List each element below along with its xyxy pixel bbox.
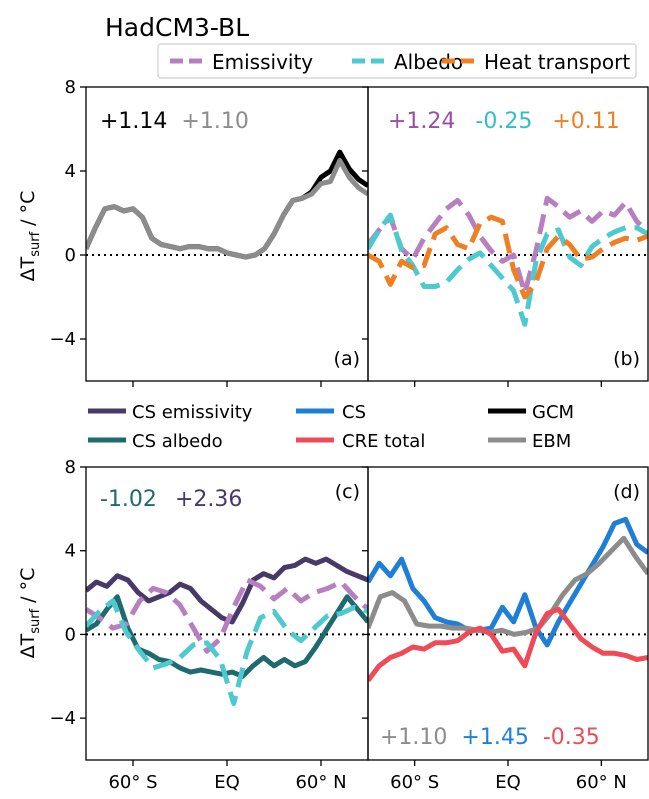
- legend-label-ebm: EBM: [532, 431, 571, 452]
- legend-label-cs-albedo: CS albedo: [132, 431, 223, 452]
- y-tick-label: 0: [65, 624, 76, 645]
- x-tick-label: 60° N: [576, 772, 627, 793]
- legend-label-cs-emissivity: CS emissivity: [132, 402, 253, 423]
- series-emissivity: [368, 195, 648, 296]
- x-tick-label: EQ: [495, 772, 521, 793]
- series-group: [368, 516, 648, 683]
- y-axis-label: ΔTsurf / °C: [17, 191, 43, 282]
- series-group: [368, 195, 648, 327]
- annotation-value: -1.02: [100, 487, 157, 512]
- y-tick-label: −4: [49, 329, 76, 350]
- series-cre-total: [368, 606, 648, 683]
- legend-label-heat-transport: Heat transport: [484, 50, 630, 74]
- legend-entry-cs-emissivity: CS emissivity: [88, 402, 253, 423]
- legend-entry-cre-total: CRE total: [296, 431, 425, 452]
- annotation-value: -0.35: [543, 725, 600, 750]
- y-axis-label: ΔTsurf / °C: [17, 568, 43, 659]
- legend-entry-emissivity: Emissivity: [170, 50, 313, 74]
- series-group: [86, 149, 368, 260]
- panel-a: 8 4 0 −4 (a) +1.14 +1.10: [49, 77, 369, 387]
- series-group: [86, 556, 368, 706]
- legend-top: Emissivity Albedo Heat transport: [157, 43, 637, 79]
- panel-c: 8 4 0 −4 60° S EQ 60° N (c) -1.02 +2.36: [49, 457, 369, 793]
- annotation-value: +0.11: [552, 109, 619, 134]
- series-albedo: [368, 212, 648, 327]
- annotation-value: +1.10: [181, 109, 248, 134]
- annotation-a: +1.14 +1.10: [100, 109, 249, 134]
- y-tick-label: 8: [65, 457, 76, 478]
- series-albedo: [86, 598, 368, 706]
- legend-label-cs: CS: [342, 402, 366, 423]
- legend-mid: CS emissivity CS albedo CS CRE total GCM…: [88, 402, 574, 452]
- y-tick-label: 0: [65, 245, 76, 266]
- x-tick-label: 60° S: [108, 772, 157, 793]
- series-emissivity: [86, 577, 368, 654]
- x-tick-label: 60° S: [390, 772, 439, 793]
- legend-entry-heat-transport: Heat transport: [442, 50, 630, 74]
- panel-label-d: (d): [613, 481, 640, 503]
- panel-label-b: (b): [613, 348, 640, 370]
- series-heat-transport: [368, 214, 648, 300]
- figure-title: HadCM3-BL: [105, 13, 249, 42]
- annotation-value: +1.14: [100, 109, 167, 134]
- y-tick-label: 8: [65, 77, 76, 98]
- legend-top-frame: [157, 43, 637, 79]
- annotation-value: +1.45: [461, 725, 528, 750]
- series-ebm: [368, 535, 648, 637]
- panel-d: 60° S EQ 60° N (d) +1.10 +1.45 -0.35: [362, 466, 649, 793]
- series-gcm: [86, 149, 368, 260]
- legend-entry-gcm: GCM: [488, 402, 574, 423]
- x-tick-label: EQ: [214, 772, 240, 793]
- annotation-c: -1.02 +2.36: [100, 487, 242, 512]
- annotation-b: +1.24 -0.25 +0.11: [388, 109, 620, 134]
- panel-label-c: (c): [335, 481, 360, 503]
- x-tick-label: 60° N: [295, 772, 346, 793]
- legend-label-gcm: GCM: [532, 402, 574, 423]
- annotation-value: -0.25: [475, 109, 532, 134]
- legend-label-cre-total: CRE total: [342, 431, 425, 452]
- annotation-value: +1.24: [388, 109, 455, 134]
- axis-labels: ΔTsurf / °C ΔTsurf / °C: [17, 191, 43, 659]
- series-ebm: [86, 158, 368, 260]
- annotation-value: +2.36: [175, 487, 242, 512]
- panel-b: (b) +1.24 -0.25 +0.11: [362, 86, 649, 387]
- y-tick-label: −4: [49, 708, 76, 729]
- legend-entry-ebm: EBM: [488, 431, 571, 452]
- y-tick-label: 4: [65, 541, 76, 562]
- legend-entry-cs: CS: [296, 402, 366, 423]
- panels: 8 4 0 −4 (a) +1.14 +1.10 (b) +1.24 -0.25 +0.11 8 4 0 −…: [49, 77, 649, 793]
- annotation-value: +1.10: [380, 725, 447, 750]
- y-tick-label: 4: [65, 161, 76, 182]
- legend-label-emissivity: Emissivity: [212, 50, 313, 74]
- legend-entry-cs-albedo: CS albedo: [88, 431, 223, 452]
- panel-label-a: (a): [334, 348, 360, 370]
- series-cs: [368, 516, 648, 648]
- annotation-d: +1.10 +1.45 -0.35: [380, 725, 600, 750]
